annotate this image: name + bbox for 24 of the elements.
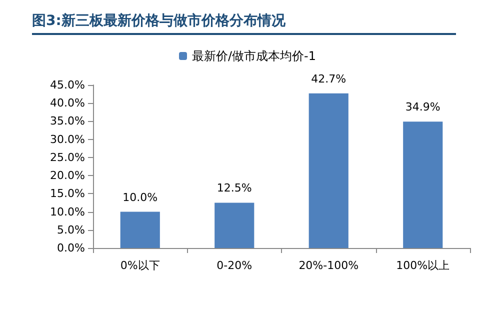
y-tick-label: 45.0% — [50, 78, 85, 92]
y-tick-label: 35.0% — [50, 114, 85, 128]
y-tick-label: 5.0% — [57, 223, 85, 236]
x-tick-label: 100%以上 — [396, 259, 450, 272]
x-tick-label: 0-20% — [216, 259, 252, 272]
data-label: 42.7% — [311, 72, 346, 86]
y-tick-label: 20.0% — [50, 169, 85, 182]
y-tick-label: 10.0% — [50, 205, 85, 218]
x-tick-label: 20%-100% — [298, 259, 359, 272]
x-tick-label: 0%以下 — [120, 259, 160, 272]
y-tick-label: 0.0% — [57, 242, 85, 254]
y-tick-label: 15.0% — [50, 187, 85, 200]
data-label: 10.0% — [122, 190, 158, 204]
data-label: 12.5% — [216, 182, 252, 195]
y-tick-label: 30.0% — [50, 132, 85, 146]
data-label: 34.9% — [405, 100, 440, 114]
legend-label: 最新价/做市成本均价-1 — [192, 49, 316, 63]
bar — [403, 122, 443, 248]
chart-title: 图3:新三板最新价格与做市价格分布情况 — [32, 12, 456, 35]
bar — [120, 212, 160, 248]
bar — [308, 93, 348, 248]
y-tick-label: 40.0% — [50, 96, 85, 110]
y-tick-label: 25.0% — [50, 150, 85, 164]
bar — [214, 202, 254, 248]
